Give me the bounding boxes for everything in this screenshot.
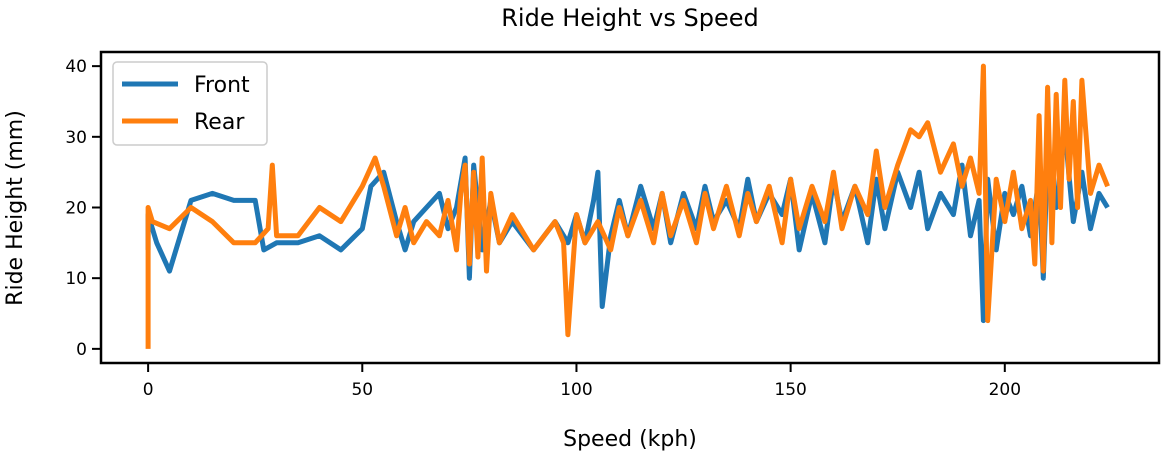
series-line-rear [145, 63, 1110, 349]
y-tick-label: 20 [65, 199, 87, 219]
y-tick-label: 10 [65, 269, 87, 289]
x-tick-label: 0 [143, 380, 154, 400]
x-axis-label: Speed (kph) [563, 427, 697, 452]
legend-label-rear: Rear [194, 110, 245, 135]
x-tick-label: 50 [351, 380, 373, 400]
legend: Front Rear [112, 61, 268, 146]
series-line-front [145, 127, 1110, 324]
x-tick-label: 150 [774, 380, 806, 400]
y-tick-label: 0 [76, 340, 87, 360]
x-tick-label: 200 [989, 380, 1021, 400]
y-tick-label: 30 [65, 128, 87, 148]
chart-title: Ride Height vs Speed [501, 4, 759, 32]
legend-label-front: Front [194, 73, 250, 98]
y-tick-label: 40 [65, 57, 87, 77]
x-tick-label: 100 [560, 380, 592, 400]
plot-frame [99, 50, 1161, 365]
y-axis-label: Ride Height (mm) [3, 110, 28, 306]
